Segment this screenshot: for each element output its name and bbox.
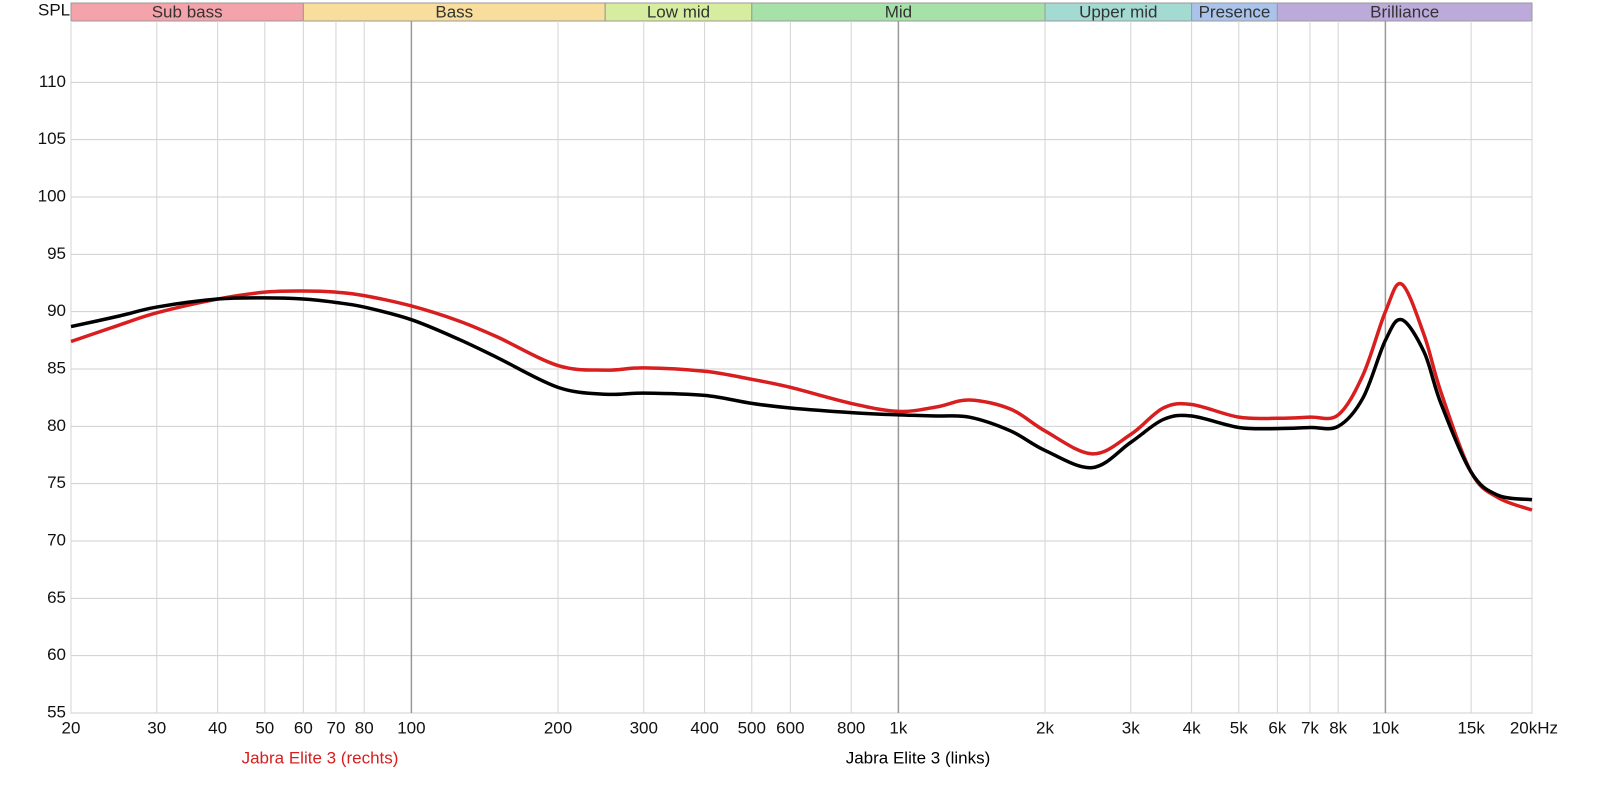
y-tick-label: 90 — [47, 301, 66, 320]
plot-area — [70, 20, 1533, 714]
y-axis-label: SPL — [38, 0, 70, 19]
x-tick-label: 50 — [255, 718, 274, 737]
x-tick-label: 8k — [1329, 718, 1347, 737]
legend-entry: Jabra Elite 3 (links) — [846, 748, 991, 767]
series-line — [70, 281, 1533, 512]
x-tick-label: 20 — [62, 718, 81, 737]
x-tick-label: 500 — [738, 718, 766, 737]
legend-entry: Jabra Elite 3 (rechts) — [242, 748, 399, 767]
x-tick-label: 10k — [1372, 718, 1400, 737]
band-label: Low mid — [647, 2, 710, 21]
x-tick-label: 20kHz — [1510, 718, 1558, 737]
x-tick-label: 1k — [889, 718, 907, 737]
y-tick-label: 110 — [39, 72, 66, 91]
band-label: Brilliance — [1370, 2, 1439, 21]
x-tick-label: 5k — [1230, 718, 1248, 737]
y-tick-label: 95 — [47, 244, 66, 263]
y-tick-label: 70 — [47, 530, 66, 549]
band-label: Sub bass — [152, 2, 223, 21]
x-tick-label: 800 — [837, 718, 865, 737]
x-tick-label: 400 — [690, 718, 718, 737]
x-tick-label: 6k — [1268, 718, 1286, 737]
x-tick-label: 15k — [1457, 718, 1485, 737]
x-tick-label: 100 — [397, 718, 425, 737]
band-label: Presence — [1199, 2, 1271, 21]
y-tick-label: 85 — [47, 358, 66, 377]
x-tick-label: 70 — [327, 718, 346, 737]
y-tick-label: 100 — [38, 186, 66, 205]
band-label: Upper mid — [1079, 2, 1157, 21]
y-tick-label: 105 — [38, 129, 66, 148]
x-tick-label: 2k — [1036, 718, 1054, 737]
x-tick-label: 40 — [208, 718, 227, 737]
y-tick-label: 55 — [47, 702, 66, 721]
band-label: Mid — [885, 2, 912, 21]
x-tick-label: 200 — [544, 718, 572, 737]
y-tick-label: 60 — [47, 645, 66, 664]
y-tick-label: 80 — [47, 416, 66, 435]
y-tick-label: 75 — [47, 473, 66, 492]
x-tick-label: 7k — [1301, 718, 1319, 737]
band-label: Bass — [435, 2, 473, 21]
x-tick-label: 30 — [147, 718, 166, 737]
x-tick-label: 60 — [294, 718, 313, 737]
x-tick-label: 3k — [1122, 718, 1140, 737]
series-line — [70, 296, 1533, 502]
x-tick-label: 600 — [776, 718, 804, 737]
x-tick-label: 4k — [1183, 718, 1201, 737]
y-tick-label: 65 — [47, 588, 66, 607]
x-tick-label: 80 — [355, 718, 374, 737]
x-tick-label: 300 — [630, 718, 658, 737]
